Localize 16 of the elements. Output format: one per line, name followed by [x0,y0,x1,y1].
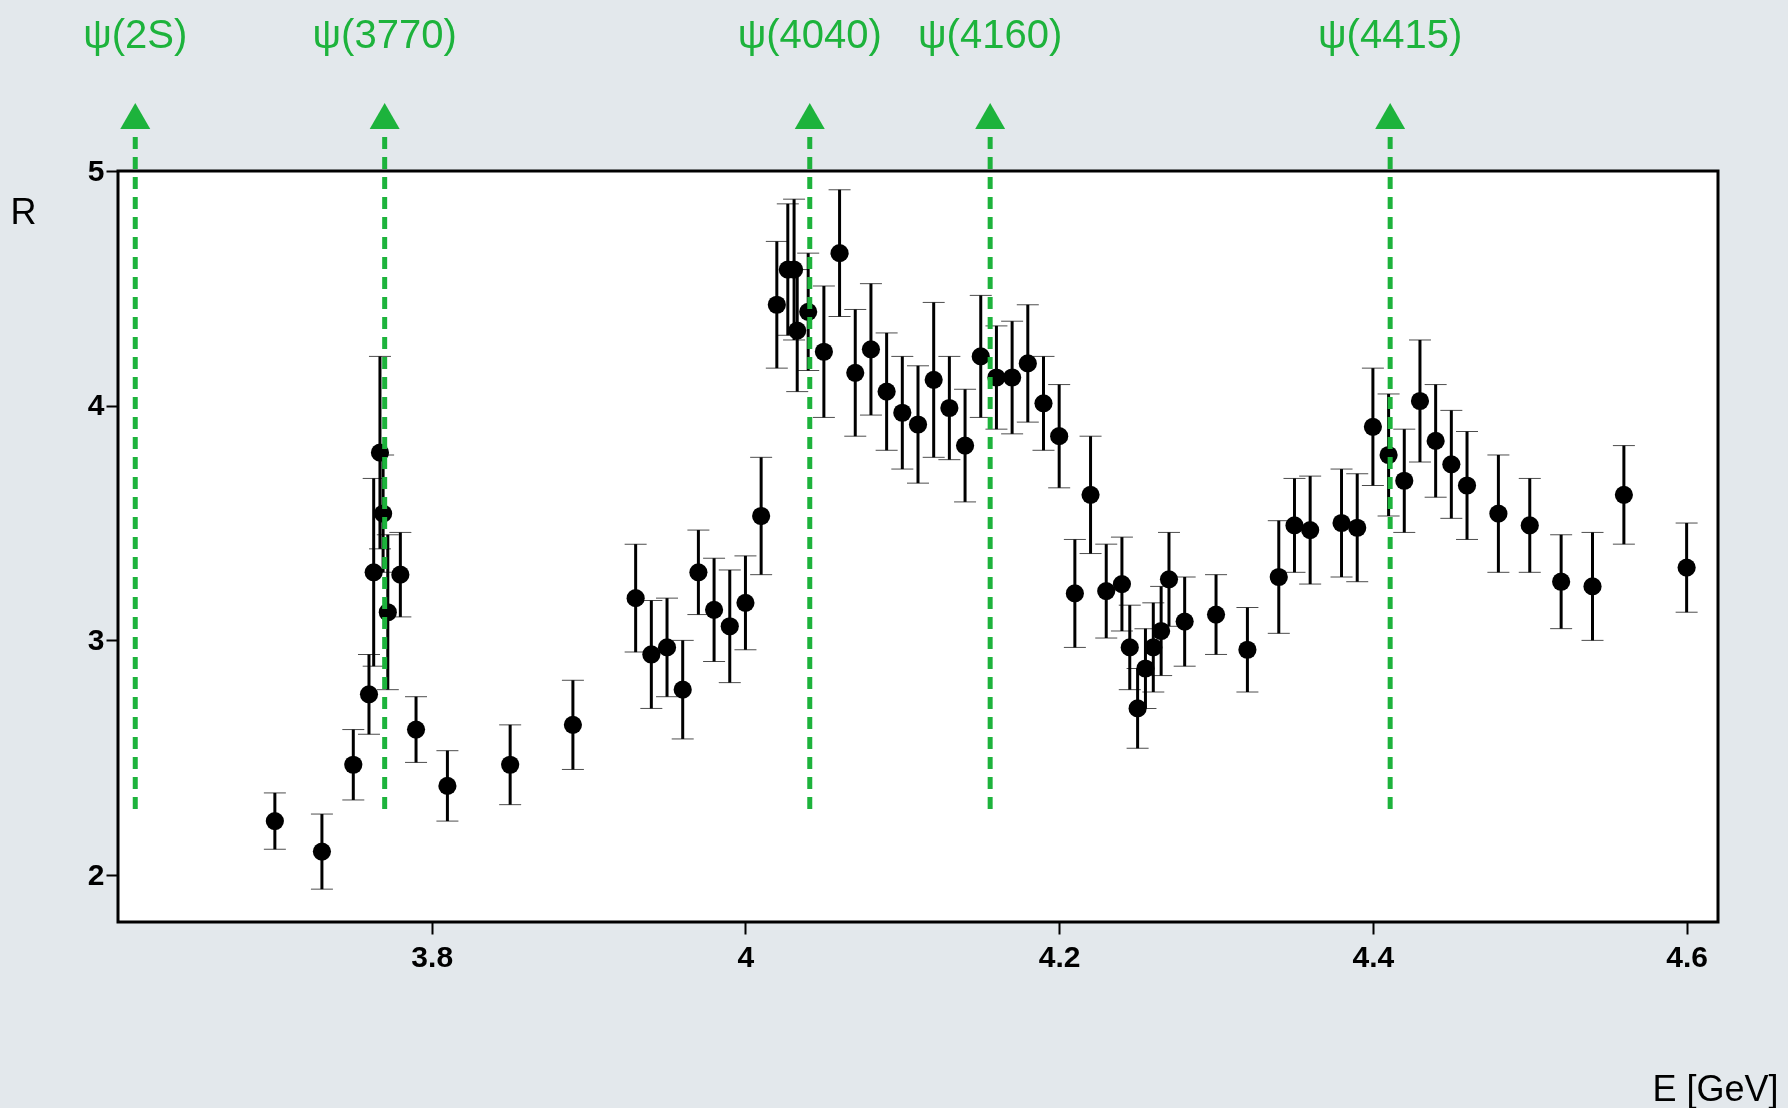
x-axis-title: E [GeV] [1652,1067,1779,1108]
x-tick-label: 4.2 [1038,939,1081,973]
x-tick-label: 3.8 [411,939,454,973]
ref-line-label: ψ(4160) [918,12,1063,56]
y-tick-label: 3 [87,622,105,656]
y-axis-title: R [10,190,37,232]
x-tick-label: 4 [737,939,755,973]
y-tick-label: 4 [87,388,105,422]
ref-line-label: ψ(2S) [83,12,188,56]
ref-line-label: ψ(4040) [737,12,882,56]
x-tick-label: 4.6 [1666,939,1708,973]
ref-line-label: ψ(4415) [1318,12,1463,56]
y-tick-label: 5 [87,153,105,187]
ref-line-label: ψ(3770) [312,12,457,56]
y-tick-label: 2 [87,857,105,891]
x-tick-label: 4.4 [1352,939,1395,973]
